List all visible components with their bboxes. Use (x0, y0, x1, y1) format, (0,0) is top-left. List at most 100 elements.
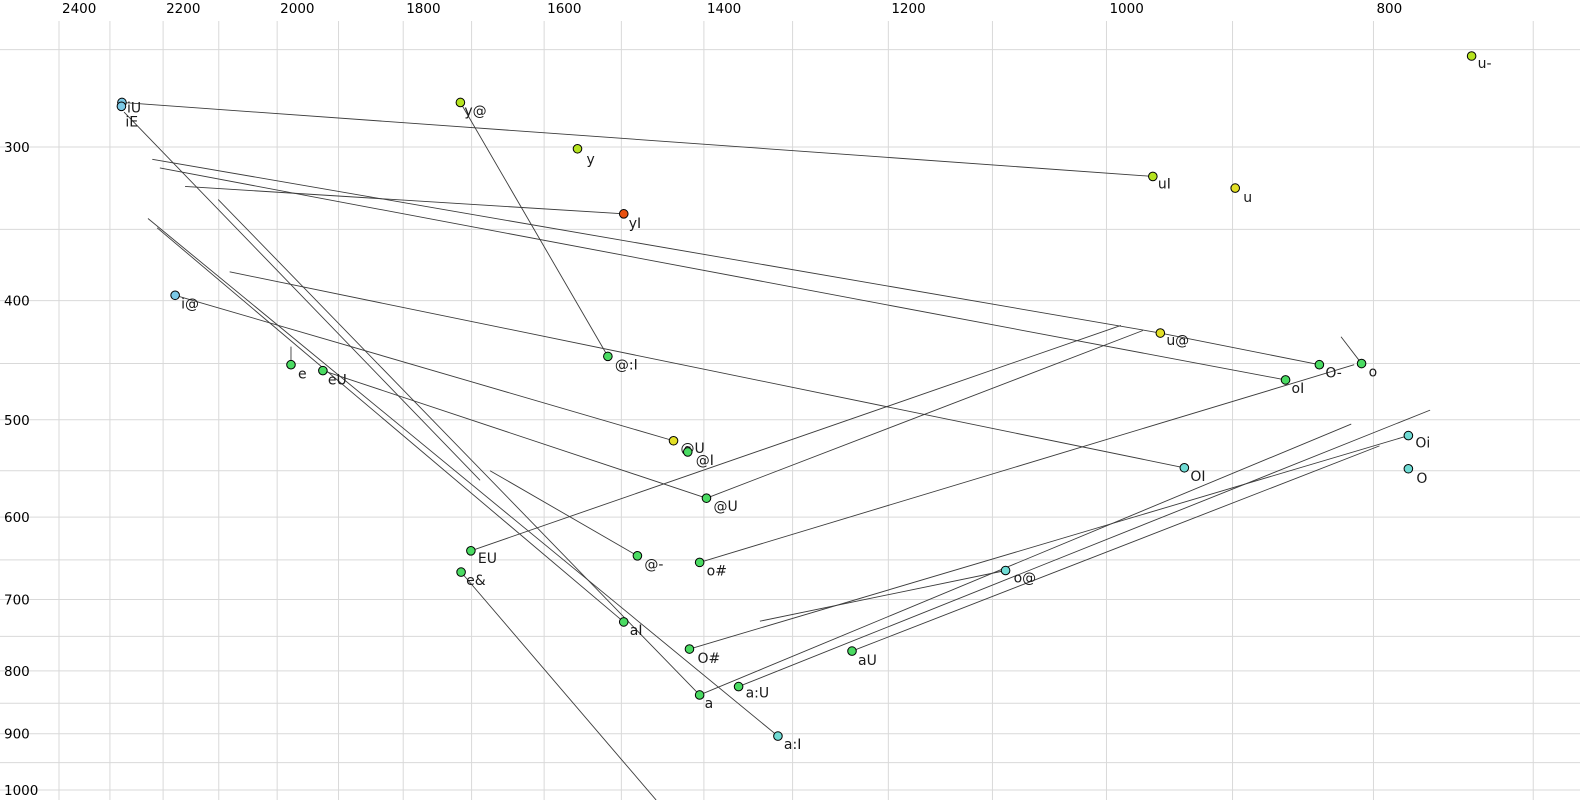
data-point-label: iU (127, 100, 141, 116)
data-point-o (1356, 358, 1367, 369)
data-point-ui (1148, 171, 1158, 182)
data-point-oi (1179, 462, 1190, 473)
data-point-label: oI (1292, 381, 1305, 397)
trajectory-line (121, 102, 1153, 177)
trajectory-line (1340, 336, 1362, 364)
y-axis-tick-label: 400 (4, 294, 30, 310)
data-point-o (694, 557, 705, 568)
trajectory-line (147, 218, 779, 737)
data-point-au (847, 646, 857, 656)
trajectory-line (459, 102, 609, 357)
y-axis-tick-label: 600 (4, 510, 30, 526)
trajectory-line (229, 271, 1185, 469)
trajectory-line (470, 324, 1122, 552)
trajectory-line (159, 167, 1286, 381)
data-point-label: OI (1190, 469, 1205, 485)
trajectory-line (489, 470, 638, 557)
x-axis-tick-label: 1200 (891, 1, 925, 17)
x-axis-tick-label: 800 (1376, 1, 1402, 17)
data-point-i (603, 351, 613, 362)
data-point-label: @U (713, 499, 737, 515)
data-point-oi (1403, 430, 1414, 441)
trajectory-line (322, 370, 707, 499)
data-point-label: u@ (1166, 333, 1189, 349)
data-point-label: iE (125, 114, 138, 130)
data-point-label: aU (858, 653, 877, 669)
trajectory-line (851, 445, 1380, 652)
trajectory-line (460, 571, 657, 800)
data-point-u (1230, 183, 1241, 193)
data-point-label: O- (1325, 366, 1341, 382)
data-point-label: i@ (181, 296, 199, 312)
data-point-label: y@ (464, 103, 486, 119)
data-point-o (1314, 359, 1325, 370)
data-point-label: Oi (1415, 436, 1430, 452)
y-axis-tick-label: 900 (4, 727, 30, 743)
data-point-label: e (298, 367, 307, 383)
data-point-label: @:I (615, 357, 638, 373)
trajectory-line (123, 111, 481, 481)
x-axis-tick-label: 2400 (62, 1, 96, 17)
trajectory-line (699, 364, 1355, 563)
x-axis-tick-label: 1800 (406, 1, 440, 17)
data-point-label: o# (707, 563, 727, 579)
data-point-ai (618, 617, 629, 627)
data-point-a (694, 690, 705, 700)
data-point-i (170, 290, 180, 301)
x-axis-tick-label: 2200 (166, 1, 200, 17)
data-point-y (572, 143, 583, 154)
trajectory-line (185, 186, 624, 215)
y-axis-tick-label: 800 (4, 664, 30, 680)
data-point-label: O# (697, 651, 720, 667)
data-point-label: a (705, 696, 714, 712)
data-point-label: eU (328, 373, 347, 389)
data-point-u (701, 493, 712, 503)
data-point-oi (1280, 375, 1291, 385)
data-point-o (1403, 463, 1414, 474)
data-point- (632, 550, 643, 561)
data-point-label: aI (630, 623, 643, 639)
trajectory-line (217, 199, 700, 696)
trajectory-line (1160, 332, 1320, 366)
trajectory-line (699, 423, 1352, 696)
data-point-label: y (586, 152, 594, 168)
x-axis-tick-label: 1000 (1109, 1, 1143, 17)
data-point-i (682, 447, 693, 457)
trajectory-line (175, 294, 674, 442)
data-point-label: EU (478, 551, 497, 567)
data-point-ai (773, 731, 783, 741)
trajectory-line (759, 570, 1006, 622)
data-point-label: e& (466, 573, 486, 589)
data-point-label: o (1369, 365, 1378, 381)
y-axis-tick-label: 700 (4, 593, 30, 609)
data-point-au (733, 681, 744, 692)
data-point-label: uI (1158, 176, 1171, 192)
data-point-e (286, 359, 296, 370)
data-point-label: yI (629, 216, 641, 232)
data-point-label: o@ (1014, 570, 1037, 586)
data-point-u (668, 435, 679, 446)
y-axis-tick-label: 300 (4, 140, 30, 156)
x-axis-tick-label: 1600 (547, 1, 581, 17)
y-axis-tick-label: 1000 (4, 783, 38, 799)
data-point-o (684, 644, 695, 654)
trajectory-line (152, 158, 1161, 334)
data-point-u (1155, 328, 1166, 338)
data-point-label: a:I (784, 737, 801, 753)
data-point-label: a:U (746, 686, 770, 702)
data-point-eu (466, 546, 476, 556)
x-axis-tick-label: 1400 (707, 1, 741, 17)
data-point-label: u (1243, 190, 1252, 206)
data-point-label: @I (696, 453, 714, 469)
data-point-eu (318, 365, 328, 376)
trajectory-line (156, 227, 625, 623)
data-point-e (456, 567, 466, 577)
trajectory-line (689, 435, 1409, 650)
data-point-yi (618, 209, 629, 219)
data-point-y (455, 97, 466, 108)
y-axis-tick-label: 500 (4, 413, 30, 429)
trajectory-line (738, 409, 1431, 688)
data-point-label: u- (1478, 56, 1492, 72)
